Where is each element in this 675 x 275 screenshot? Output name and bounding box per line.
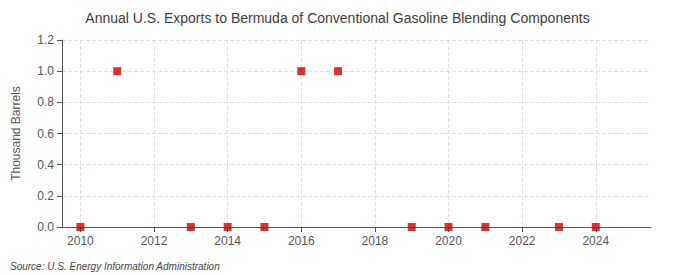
svg-text:2018: 2018: [362, 234, 389, 248]
svg-text:0.8: 0.8: [37, 95, 54, 109]
svg-text:0.6: 0.6: [37, 127, 54, 141]
svg-text:1.0: 1.0: [37, 64, 54, 78]
svg-text:2016: 2016: [288, 234, 315, 248]
svg-text:0.0: 0.0: [37, 220, 54, 234]
svg-text:2010: 2010: [67, 234, 94, 248]
svg-text:0.2: 0.2: [37, 189, 54, 203]
svg-text:2014: 2014: [214, 234, 241, 248]
svg-text:Thousand Barrels: Thousand Barrels: [9, 86, 23, 181]
svg-text:Annual U.S. Exports to Bermuda: Annual U.S. Exports to Bermuda of Conven…: [85, 10, 589, 26]
svg-text:0.4: 0.4: [37, 158, 54, 172]
svg-text:2024: 2024: [582, 234, 609, 248]
svg-text:1.2: 1.2: [37, 33, 54, 47]
svg-text:2022: 2022: [509, 234, 536, 248]
svg-text:Source: U.S. Energy Informatio: Source: U.S. Energy Information Administ…: [10, 261, 220, 272]
svg-text:2012: 2012: [141, 234, 168, 248]
svg-text:2020: 2020: [435, 234, 462, 248]
